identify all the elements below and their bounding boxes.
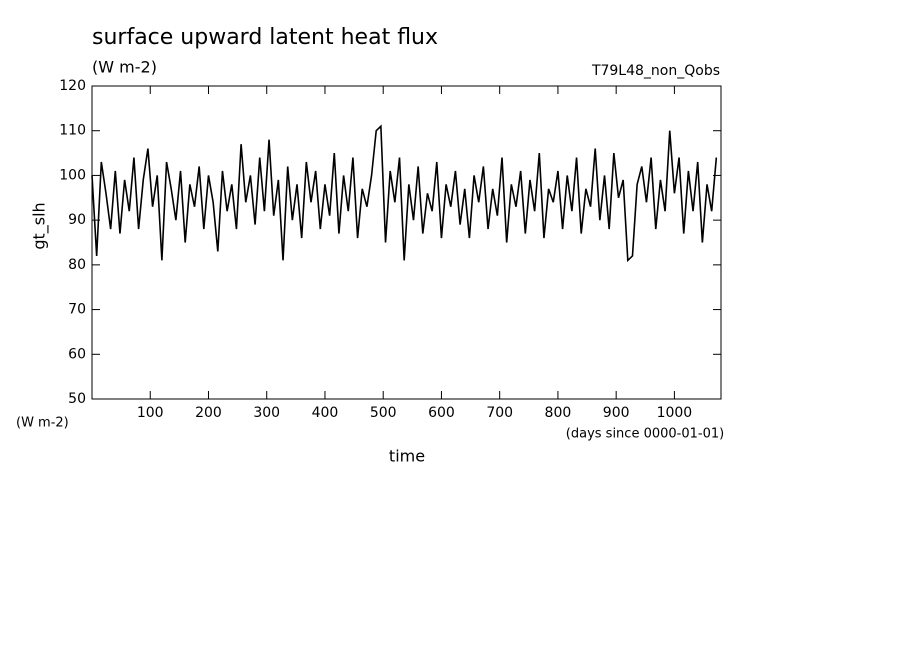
y-tick-label: 60 xyxy=(68,346,86,362)
y-axis-units: (W m-2) xyxy=(16,416,69,431)
y-axis-label: gt_slh xyxy=(30,202,50,249)
subtitle: (W m-2) xyxy=(92,58,157,77)
x-tick-label: 800 xyxy=(545,405,572,421)
x-tick-label: 900 xyxy=(603,405,630,421)
x-tick-label: 600 xyxy=(428,405,455,421)
x-tick-label: 500 xyxy=(370,405,397,421)
x-tick-label: 200 xyxy=(195,405,222,421)
y-tick-label: 110 xyxy=(59,123,86,139)
y-tick-label: 90 xyxy=(68,212,86,228)
plot-frame xyxy=(91,85,722,400)
y-tick-label: 70 xyxy=(68,302,86,318)
x-tick-label: 300 xyxy=(253,405,280,421)
x-tick-label: 100 xyxy=(137,405,164,421)
data-line xyxy=(91,124,718,263)
y-tick-label: 80 xyxy=(68,257,86,273)
y-tick-label: 50 xyxy=(68,391,86,407)
x-tick-label: 700 xyxy=(486,405,513,421)
annotation: T79L48_non_Qobs xyxy=(591,63,720,79)
x-tick-label: 400 xyxy=(312,405,339,421)
y-tick-label: 120 xyxy=(59,78,86,94)
y-tick-label: 100 xyxy=(59,167,86,183)
x-axis-label: time xyxy=(389,447,425,466)
chart-title: surface upward latent heat flux xyxy=(92,25,438,50)
x-tick-label: 1000 xyxy=(657,405,693,421)
x-axis-units: (days since 0000-01-01) xyxy=(566,427,724,442)
